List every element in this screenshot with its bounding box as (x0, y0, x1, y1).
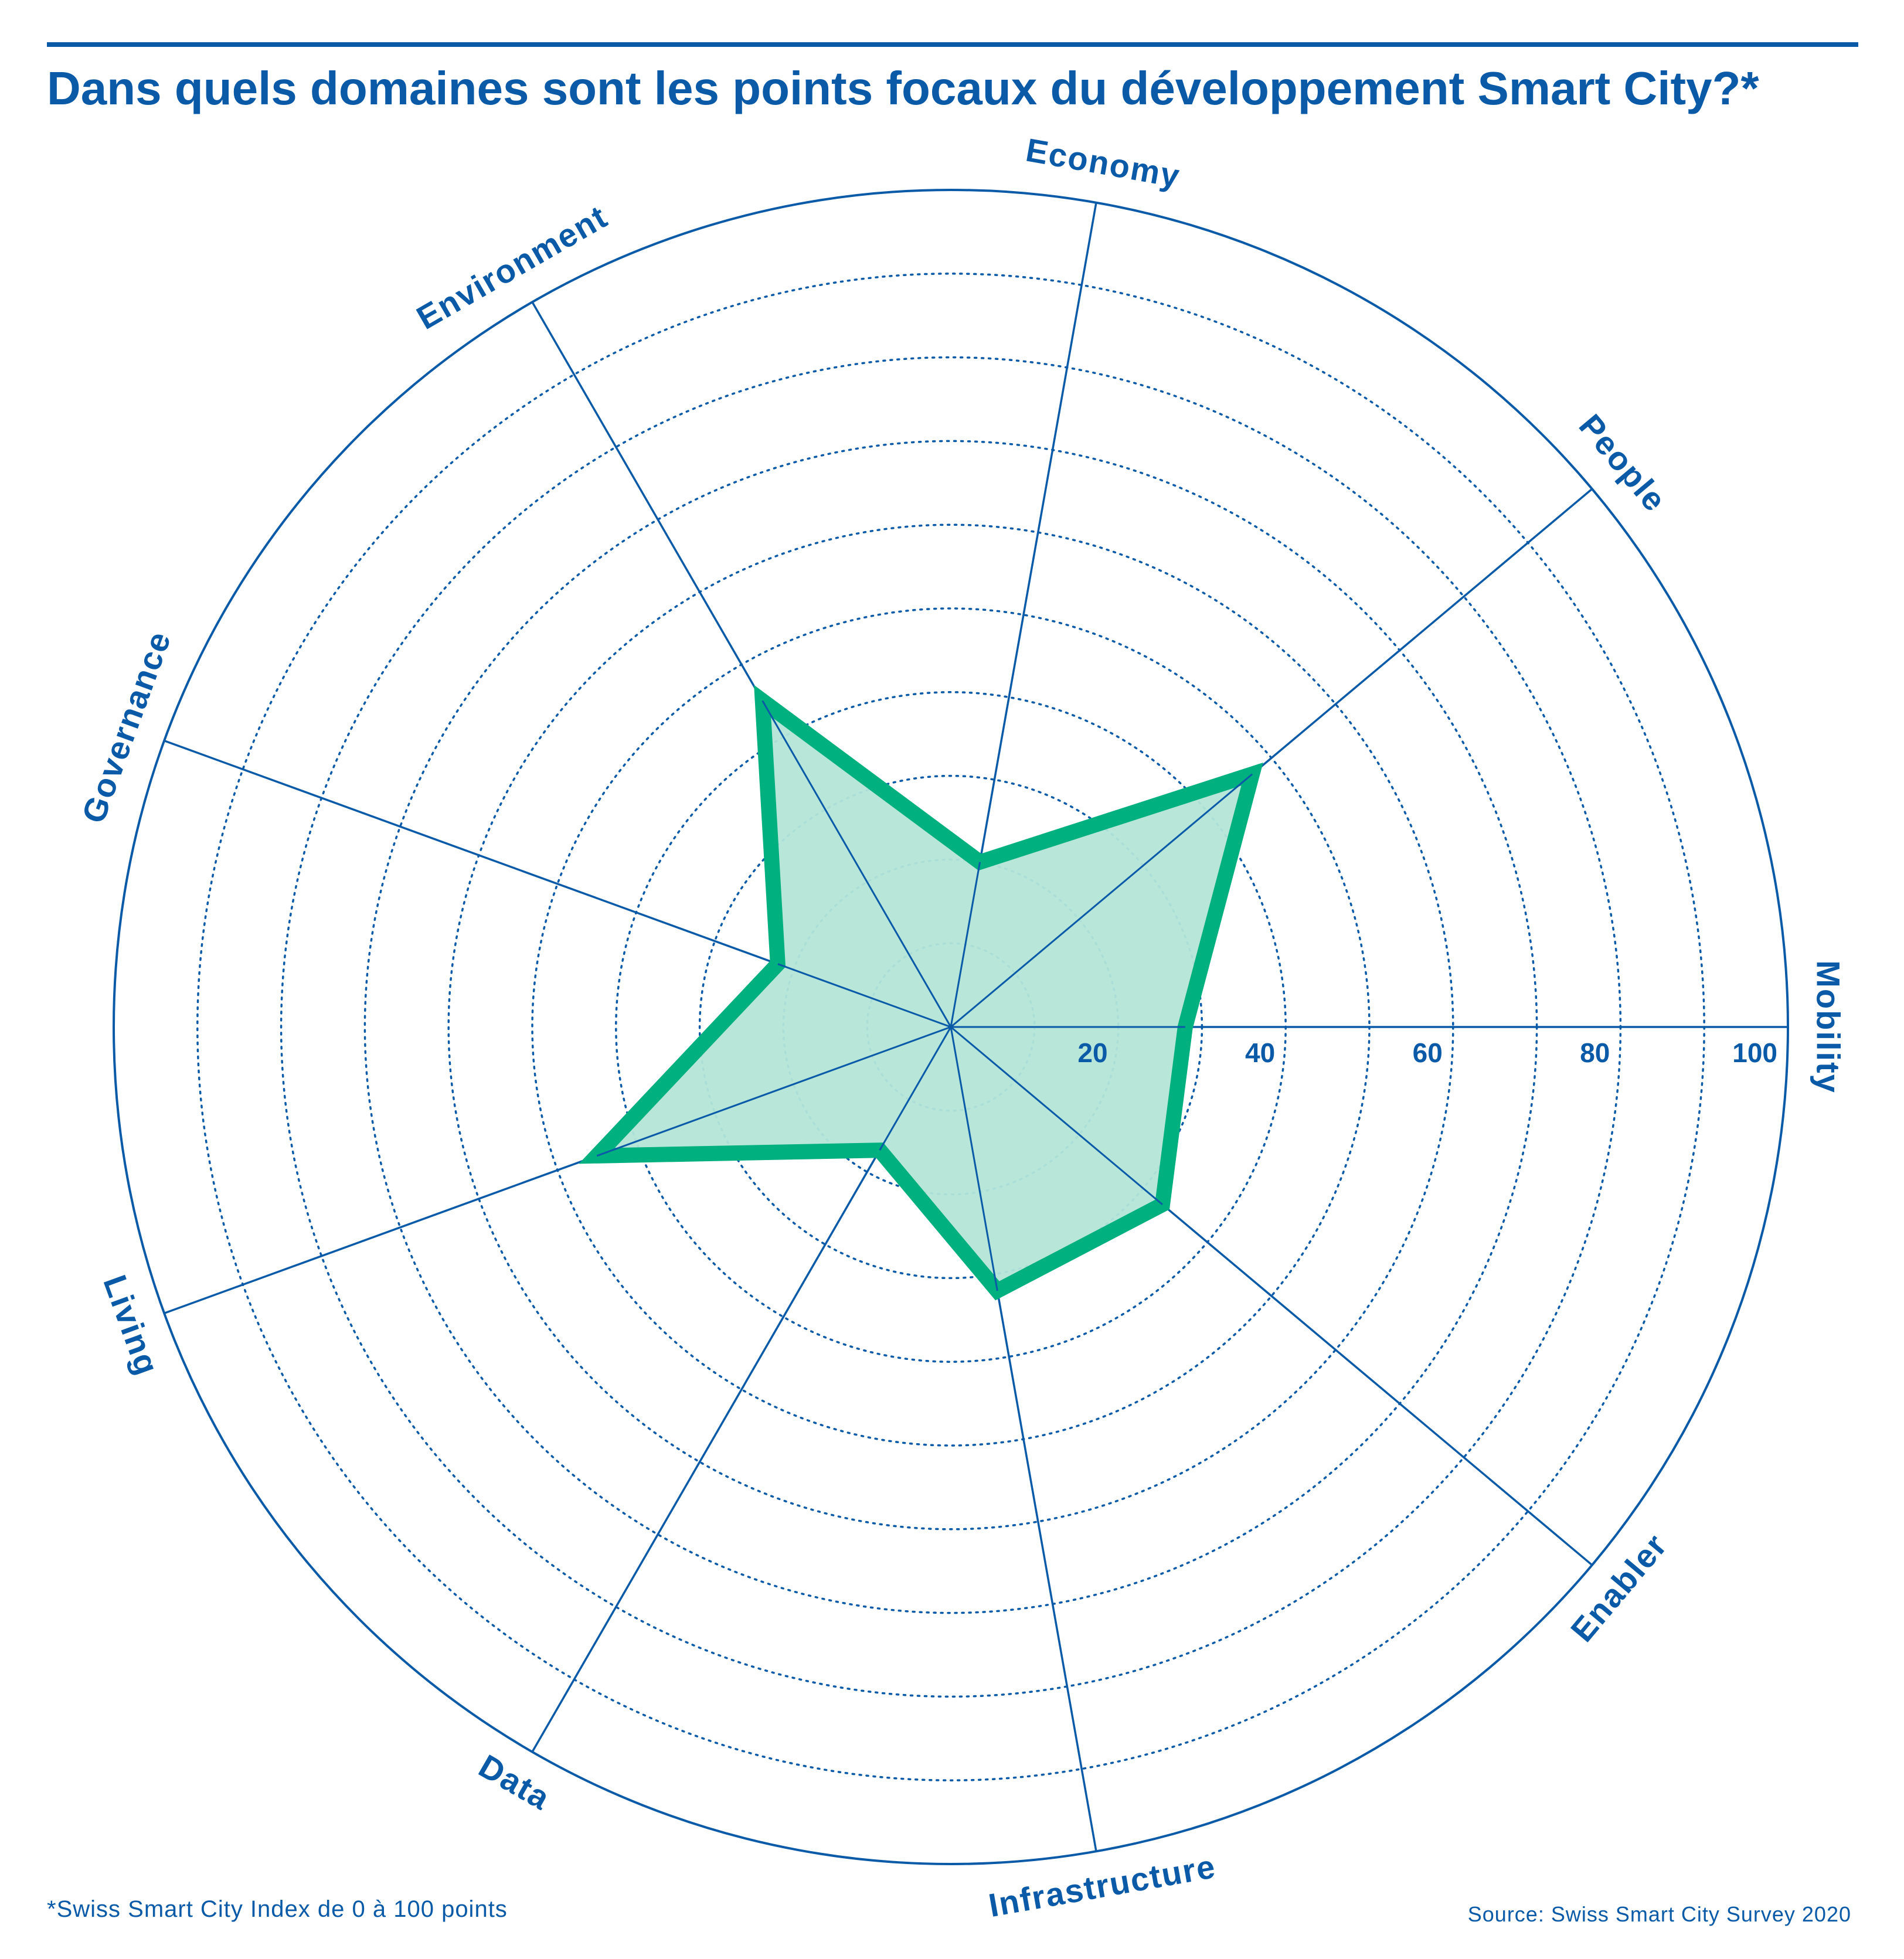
spoke-inner-enabler (950, 1026, 1163, 1206)
spoke-inner-living (596, 1026, 951, 1157)
chart-title: Dans quels domaines sont les points foca… (47, 62, 1759, 114)
top-rule (47, 42, 1858, 47)
series-polygon (579, 685, 1263, 1301)
category-label-mobility: Mobility (1810, 960, 1847, 1094)
tick-label: 60 (1413, 1038, 1443, 1068)
radial-tick-labels: 20 40 60 80 100 (1077, 1038, 1777, 1068)
footnote: *Swiss Smart City Index de 0 à 100 point… (47, 1896, 508, 1922)
spoke-inner-data (879, 1026, 952, 1151)
category-label-enabler: Enabler (1563, 1526, 1674, 1649)
category-label-governance: Governance (74, 626, 178, 828)
spoke-inner-economy (950, 862, 981, 1028)
spoke-inner-governance (777, 963, 951, 1028)
category-label-people: People (1572, 407, 1674, 519)
tick-label: 100 (1732, 1038, 1777, 1068)
category-label-economy: Economy (1023, 131, 1183, 195)
tick-label: 80 (1580, 1038, 1610, 1068)
tick-label: 20 (1077, 1038, 1107, 1068)
series-layer (579, 685, 1263, 1301)
source-note: Source: Swiss Smart City Survey 2020 (1467, 1902, 1851, 1926)
spoke-inner-environment (761, 700, 952, 1028)
spoke-inner-people (950, 773, 1253, 1028)
category-label-infrastructure: Infrastructure (986, 1848, 1219, 1924)
tick-label: 40 (1245, 1038, 1275, 1068)
category-label-environment: Environment (410, 198, 614, 336)
spoke-inner-infrastructure (950, 1026, 998, 1291)
